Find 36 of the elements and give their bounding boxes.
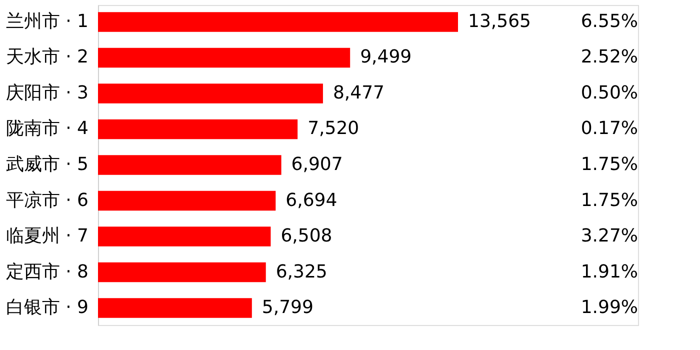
bar [98, 12, 458, 32]
y-tick-label: 定西市 · 8 [6, 261, 88, 282]
data-label: 5,799 [262, 297, 314, 318]
y-tick-label: 白银市 · 9 [6, 297, 88, 318]
data-label: 6,325 [276, 261, 328, 282]
bar [98, 262, 266, 282]
bar [98, 226, 271, 246]
bar [98, 119, 298, 140]
text: 1.75% [580, 154, 638, 175]
bar [98, 84, 323, 104]
text: 0.50% [580, 82, 638, 104]
text: 6.55% [580, 10, 638, 32]
y-tick-label: 临夏州 · 7 [6, 226, 88, 247]
text: 3.27% [580, 226, 638, 247]
y-tick-label: 庆阳市 · 3 [6, 82, 88, 104]
data-label: 8,477 [332, 82, 384, 104]
text: 1.75% [580, 190, 638, 211]
text: 0.17% [580, 118, 638, 140]
text: 2.52% [580, 46, 638, 68]
bar [98, 190, 276, 211]
text: 1.99% [580, 297, 638, 318]
data-label: 13,565 [468, 10, 531, 32]
data-label: 6,694 [286, 190, 338, 211]
y-tick-label: 兰州市 · 1 [6, 10, 88, 32]
text: 1.91% [580, 261, 638, 282]
data-label: 9,499 [360, 46, 412, 68]
y-tick-label: 天水市 · 2 [6, 46, 88, 68]
bar [98, 155, 282, 175]
y-tick-label: 平凉市 · 6 [6, 190, 88, 211]
data-label: 6,508 [280, 226, 332, 247]
data-label: 7,520 [308, 118, 360, 140]
bar [98, 298, 252, 318]
data-label: 6,907 [291, 154, 343, 175]
y-tick-label: 武威市 · 5 [6, 154, 88, 175]
bar [98, 48, 350, 68]
y-tick-label: 陇南市 · 4 [6, 118, 88, 140]
